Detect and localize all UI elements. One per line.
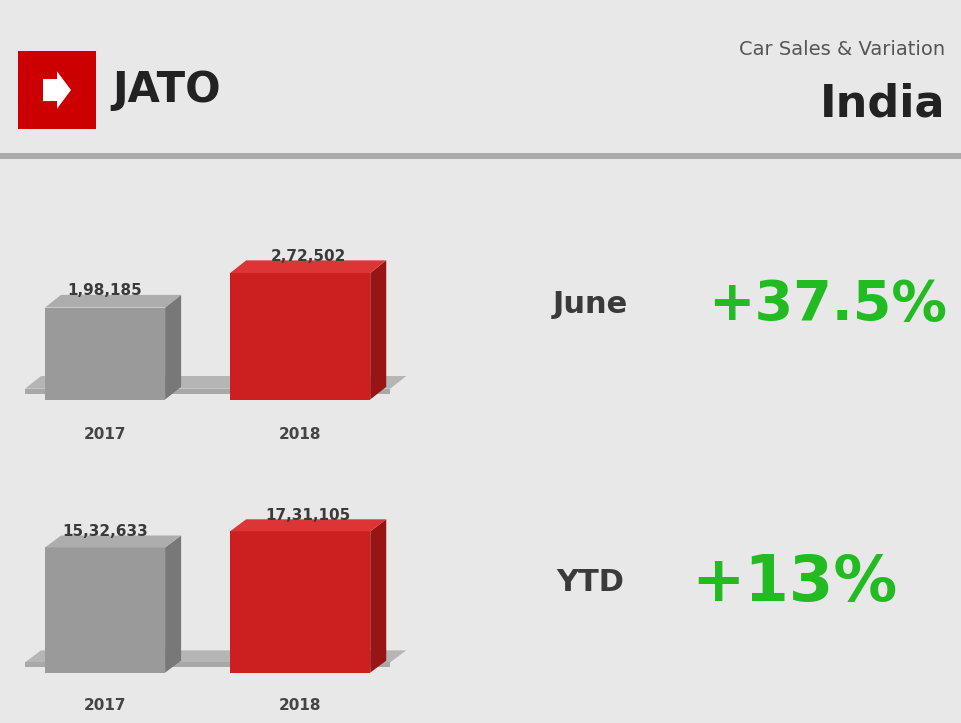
Polygon shape	[230, 260, 386, 273]
Text: 1,98,185: 1,98,185	[67, 283, 142, 299]
Text: 2017: 2017	[84, 698, 126, 714]
FancyBboxPatch shape	[18, 51, 96, 129]
Polygon shape	[25, 389, 390, 394]
Polygon shape	[25, 376, 407, 389]
Polygon shape	[230, 531, 370, 672]
Polygon shape	[230, 273, 370, 400]
Polygon shape	[25, 662, 390, 667]
Text: 2,72,502: 2,72,502	[270, 249, 346, 264]
Text: 2018: 2018	[279, 698, 321, 714]
Polygon shape	[370, 260, 386, 400]
Polygon shape	[165, 536, 181, 672]
Text: YTD: YTD	[556, 568, 624, 597]
Polygon shape	[370, 519, 386, 672]
FancyBboxPatch shape	[0, 153, 961, 159]
Polygon shape	[230, 519, 386, 531]
Polygon shape	[45, 547, 165, 672]
Text: India: India	[820, 82, 945, 126]
Polygon shape	[45, 295, 181, 307]
Text: June: June	[553, 291, 628, 320]
Polygon shape	[165, 295, 181, 400]
Text: +37.5%: +37.5%	[708, 278, 948, 332]
Text: Car Sales & Variation: Car Sales & Variation	[739, 40, 945, 59]
Polygon shape	[45, 536, 181, 547]
Text: 17,31,105: 17,31,105	[265, 508, 351, 523]
Text: 15,32,633: 15,32,633	[62, 524, 148, 539]
Text: 2017: 2017	[84, 427, 126, 442]
Polygon shape	[25, 651, 407, 662]
Text: 2018: 2018	[279, 427, 321, 442]
Text: +13%: +13%	[691, 552, 898, 614]
Polygon shape	[45, 307, 165, 400]
Text: JATO: JATO	[112, 69, 221, 111]
Polygon shape	[43, 72, 71, 108]
